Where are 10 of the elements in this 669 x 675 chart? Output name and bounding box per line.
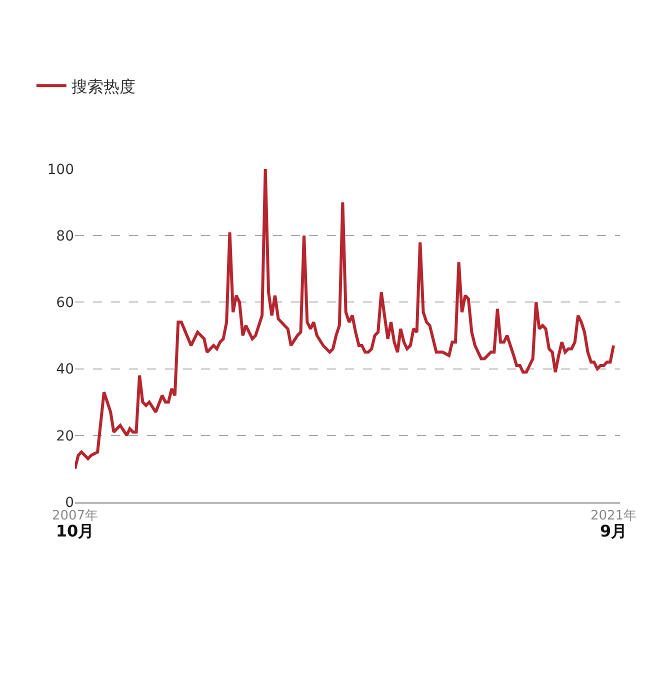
y-tick-label: 20	[56, 428, 74, 444]
y-tick-label: 60	[56, 295, 74, 312]
x-tick-label: 2007年 10月	[52, 508, 98, 540]
x-tick-label: 2021年 9月	[590, 508, 637, 540]
y-tick-label: 80	[56, 228, 74, 244]
legend-label: 搜索热度	[71, 76, 136, 96]
y-tick-label: 0	[65, 494, 74, 511]
y-tick-label: 100	[47, 162, 74, 178]
line-series	[75, 169, 616, 470]
y-tick-label: 40	[56, 362, 74, 378]
